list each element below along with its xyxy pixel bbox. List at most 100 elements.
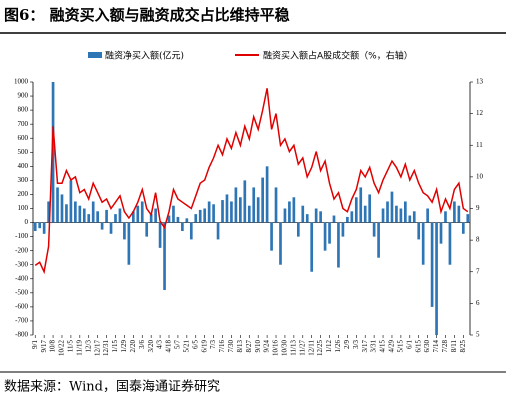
bar [91, 201, 95, 223]
y-tick-label: -200 [15, 246, 28, 254]
bar [426, 208, 429, 223]
bar [105, 209, 108, 223]
bar [412, 211, 416, 223]
x-tick-label: 5/7 [174, 340, 182, 349]
bar [185, 218, 189, 223]
bar [118, 208, 122, 223]
x-tick-label: 1/26 [334, 340, 342, 353]
x-tick-label: 12/25 [316, 340, 324, 356]
x-tick-label: 9/24 [263, 340, 271, 353]
x-tick-label: 7/3 [209, 340, 217, 349]
bar [363, 205, 367, 223]
bar [461, 222, 465, 234]
bar [457, 205, 461, 223]
bar [207, 201, 211, 223]
bar [408, 215, 412, 223]
bar [123, 222, 126, 240]
x-tick-label: 6/1 [405, 340, 413, 349]
x-tick-label: 4/15 [379, 340, 387, 353]
x-tick-label: 7/14 [432, 340, 440, 353]
x-tick-label: 5/15 [396, 340, 404, 353]
y-tick-label: 500 [18, 148, 29, 156]
y2-tick-label: 8 [476, 236, 480, 244]
bar [109, 222, 113, 234]
y-tick-label: 0 [25, 218, 29, 226]
bar [114, 214, 117, 223]
bar [332, 215, 336, 223]
bar [140, 201, 144, 223]
bar [368, 194, 372, 223]
x-tick-label: 8/13 [236, 340, 244, 353]
bar [261, 177, 264, 223]
y-tick-label: 400 [18, 162, 29, 170]
bar [296, 222, 300, 237]
bar [87, 214, 91, 223]
bar [216, 222, 220, 240]
x-tick-label: 11/19 [75, 340, 83, 356]
x-tick-label: 2/9 [343, 340, 351, 349]
bar [194, 214, 198, 223]
bar [279, 222, 282, 265]
bar [390, 191, 394, 223]
bar [189, 222, 193, 240]
x-tick-label: 11/5 [67, 340, 75, 353]
y-tick-label: 1000 [14, 78, 29, 86]
bar [270, 222, 273, 251]
bar [163, 222, 166, 291]
y-tick-label: 200 [18, 190, 29, 198]
bar [74, 201, 77, 223]
x-tick-label: 6/15 [414, 340, 422, 353]
bar [60, 194, 64, 223]
bar [176, 216, 180, 223]
y-tick-label: -100 [15, 232, 28, 240]
y-tick-label: -400 [15, 274, 28, 282]
bar [198, 209, 202, 223]
bar [372, 222, 376, 237]
y-tick-label: 700 [18, 120, 29, 128]
bar [448, 222, 452, 265]
bar [78, 205, 82, 223]
bar [292, 197, 296, 223]
bar [265, 166, 269, 223]
bar [323, 222, 327, 251]
x-tick-label: 6/19 [200, 340, 208, 353]
bar [350, 211, 354, 223]
x-tick-label: 3/17 [361, 340, 369, 353]
x-tick-label: 2/20 [129, 340, 137, 353]
chart-title: 图6： 融资买入额与融资成交占比维持平稳 [4, 6, 290, 24]
x-tick-label: 8/25 [459, 340, 467, 353]
bar [354, 197, 358, 223]
bar [399, 208, 403, 223]
bar [435, 222, 438, 335]
bar [301, 205, 305, 223]
x-tick-label: 7/28 [441, 340, 449, 353]
x-tick-label: 1/12 [325, 340, 333, 353]
bar [82, 208, 86, 223]
y2-tick-label: 5 [476, 331, 480, 339]
bar [386, 201, 389, 223]
x-tick-label: 4/29 [388, 340, 396, 353]
x-tick-label: 3/20 [147, 340, 155, 353]
bar [341, 222, 345, 237]
x-tick-label: 1/29 [120, 340, 128, 353]
bar [203, 208, 207, 223]
bar [38, 222, 42, 229]
bar [466, 214, 470, 223]
bar [247, 205, 251, 223]
bar [319, 211, 322, 223]
bar [51, 82, 55, 223]
bar [145, 222, 149, 237]
bar [288, 201, 291, 223]
bar [131, 211, 135, 223]
x-tick-label: 12/11 [307, 340, 315, 356]
bar [328, 222, 331, 244]
bar [172, 205, 175, 223]
bar [127, 222, 131, 265]
x-tick-label: 10/8 [49, 340, 57, 353]
bar [47, 201, 50, 223]
bar [230, 201, 233, 223]
y2-tick-label: 13 [476, 78, 484, 86]
x-tick-label: 10/16 [272, 340, 280, 356]
bar [404, 201, 407, 223]
